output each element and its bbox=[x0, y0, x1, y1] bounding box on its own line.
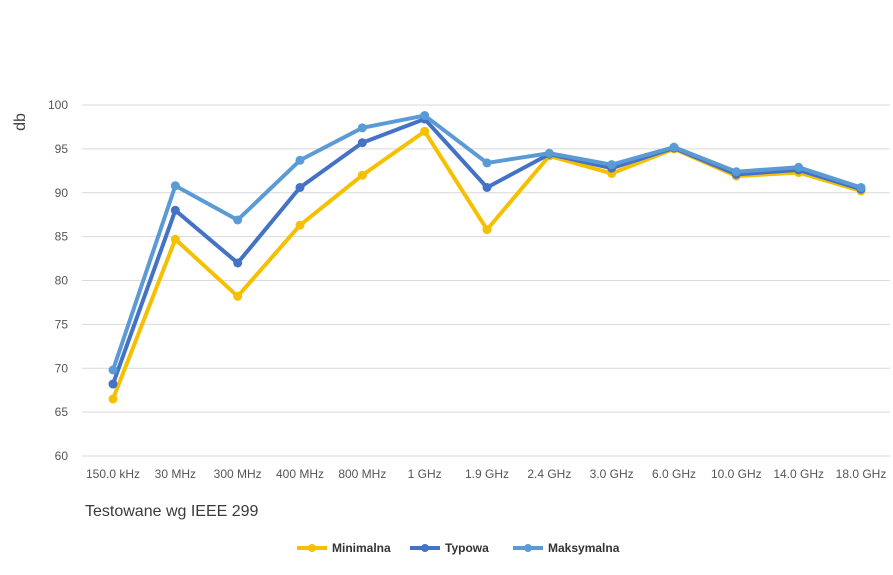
data-point bbox=[295, 182, 305, 192]
data-point bbox=[108, 394, 118, 404]
series-typowa bbox=[108, 114, 866, 389]
data-point bbox=[856, 182, 866, 192]
data-point bbox=[607, 160, 617, 170]
data-point bbox=[233, 258, 243, 268]
data-point bbox=[170, 234, 180, 244]
y-tick-label: 90 bbox=[55, 186, 69, 200]
data-point bbox=[669, 142, 679, 152]
x-tick-label: 14.0 GHz bbox=[773, 467, 824, 481]
data-point bbox=[731, 167, 741, 177]
x-tick-label: 150.0 kHz bbox=[86, 467, 140, 481]
data-point bbox=[108, 365, 118, 375]
series-line bbox=[111, 113, 863, 373]
data-point bbox=[170, 181, 180, 191]
legend-label: Minimalna bbox=[332, 541, 391, 555]
data-point bbox=[794, 162, 804, 172]
y-tick-label: 70 bbox=[55, 361, 69, 375]
data-point bbox=[108, 379, 118, 389]
x-tick-label: 1 GHz bbox=[408, 467, 442, 481]
data-point bbox=[295, 155, 305, 165]
data-point bbox=[233, 215, 243, 225]
x-axis-ticks: 150.0 kHz 30 MHz 300 MHz 400 MHz 800 MHz 1 GH… bbox=[86, 467, 886, 481]
data-point bbox=[420, 111, 430, 121]
data-point bbox=[357, 123, 367, 133]
legend-label: Maksymalna bbox=[548, 541, 620, 555]
y-tick-label: 75 bbox=[55, 317, 69, 331]
y-tick-label: 85 bbox=[55, 230, 69, 244]
series-minimalna bbox=[108, 126, 866, 404]
y-tick-label: 80 bbox=[55, 274, 69, 288]
data-point bbox=[544, 148, 554, 158]
y-tick-label: 100 bbox=[48, 98, 68, 112]
x-axis-title: Testowane wg IEEE 299 bbox=[85, 503, 259, 520]
data-point bbox=[482, 182, 492, 192]
y-axis-ticks: 60 65 70 75 80 85 90 95 100 bbox=[48, 98, 68, 463]
legend-marker bbox=[308, 544, 316, 552]
gridlines bbox=[82, 104, 890, 457]
x-tick-label: 1.9 GHz bbox=[465, 467, 509, 481]
x-tick-label: 3.0 GHz bbox=[590, 467, 634, 481]
legend-label: Typowa bbox=[445, 541, 489, 555]
data-point bbox=[170, 205, 180, 215]
x-tick-label: 18.0 GHz bbox=[836, 467, 887, 481]
data-point bbox=[295, 220, 305, 230]
legend-marker bbox=[421, 544, 429, 552]
y-tick-label: 95 bbox=[55, 142, 69, 156]
x-tick-label: 30 MHz bbox=[155, 467, 196, 481]
legend-marker bbox=[524, 544, 532, 552]
series-maksymalna bbox=[108, 111, 866, 375]
y-tick-label: 65 bbox=[55, 405, 69, 419]
series-lines bbox=[108, 111, 866, 404]
data-point bbox=[420, 126, 430, 136]
legend: Minimalna Typowa Maksymalna bbox=[297, 541, 620, 555]
x-tick-label: 6.0 GHz bbox=[652, 467, 696, 481]
x-tick-label: 10.0 GHz bbox=[711, 467, 762, 481]
data-point bbox=[482, 225, 492, 235]
x-tick-label: 800 MHz bbox=[338, 467, 386, 481]
y-tick-label: 60 bbox=[55, 449, 69, 463]
legend-item-maksymalna: Maksymalna bbox=[513, 541, 620, 555]
data-point bbox=[233, 291, 243, 301]
x-tick-label: 400 MHz bbox=[276, 467, 324, 481]
data-point bbox=[482, 158, 492, 168]
x-tick-label: 2.4 GHz bbox=[527, 467, 571, 481]
legend-item-minimalna: Minimalna bbox=[297, 541, 391, 555]
data-point bbox=[357, 170, 367, 180]
y-axis-title: db bbox=[12, 113, 29, 131]
x-tick-label: 300 MHz bbox=[214, 467, 262, 481]
legend-item-typowa: Typowa bbox=[410, 541, 489, 555]
data-point bbox=[357, 138, 367, 148]
